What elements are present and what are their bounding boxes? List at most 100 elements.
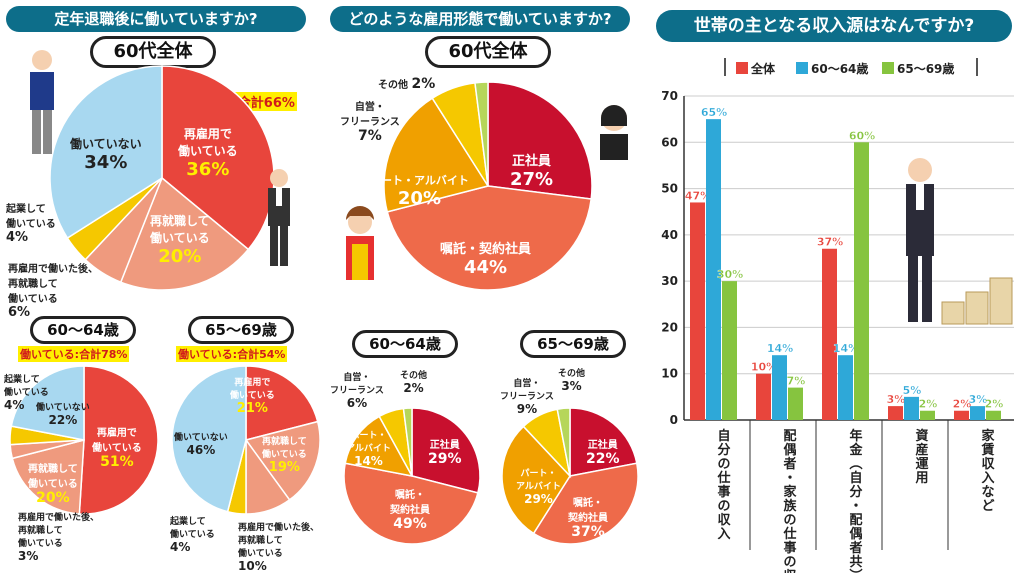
sub1-label-rehired-then: 再雇用で働いた後、 再就職して 働いている 3% <box>18 513 100 563</box>
category-label-char: の <box>717 499 730 514</box>
pie-slice <box>402 407 413 477</box>
p2s2-label-part: パート・ アルバイト 29% <box>516 469 561 506</box>
bar <box>888 406 903 420</box>
category-label-char: 運 <box>915 457 928 472</box>
pie-slice <box>171 365 247 513</box>
pie-slice <box>532 462 639 545</box>
pie-slice <box>386 185 593 291</box>
category-label-char: ︵ <box>848 457 862 472</box>
category-label-char: 収 <box>783 569 797 573</box>
category-label-char: 事 <box>783 540 796 556</box>
panel2-sub1-title: 60〜64歳 <box>352 330 458 358</box>
y-tick-label: 0 <box>670 413 678 427</box>
bar <box>722 281 737 420</box>
data-label: 60% <box>849 129 875 142</box>
pie-slice <box>383 97 490 213</box>
pie-employment-type-65-69 <box>501 407 639 545</box>
category-label-char: 資 <box>915 428 928 444</box>
pie-slice <box>411 407 481 494</box>
panel1-header: 定年退職後に働いていますか? <box>6 6 306 32</box>
panel1-sub1-highlight: 働いている:合計78% <box>18 346 130 362</box>
pie-slice <box>49 65 163 240</box>
category-label-char: 自 <box>717 428 730 444</box>
category-label-char: 者 <box>782 456 796 472</box>
y-tick-label: 40 <box>661 228 678 242</box>
category-label-char: ︶ <box>848 568 862 573</box>
panel2-main-title: 60代全体 <box>425 36 551 68</box>
category-label-char: 仕 <box>716 470 730 486</box>
category-label-char: の <box>717 457 730 472</box>
label-not-working: 働いていない 34% <box>70 137 142 173</box>
legend-item-65-69: 65〜69歳 <box>882 60 954 77</box>
bar <box>904 396 919 420</box>
sub1-label-reemployed: 再就職して 働いている 20% <box>28 464 78 506</box>
p2s1-label-part: パート・ アルバイト 14% <box>346 431 391 468</box>
p2s1-label-regular: 正社員 29% <box>428 440 462 467</box>
bar <box>690 202 705 420</box>
sub2-label-reemployed: 再就職して 働いている 19% <box>262 437 307 475</box>
bar <box>756 373 771 420</box>
y-tick-label: 50 <box>661 182 678 196</box>
panel2-sub2-title: 65〜69歳 <box>520 330 626 358</box>
category-label-char: ど <box>981 499 994 514</box>
legend: 全体 60〜64歳 65〜69歳 <box>724 58 978 76</box>
data-label: 14% <box>767 342 793 355</box>
bar <box>772 355 787 420</box>
businessman-illustration-icon <box>268 169 290 266</box>
p2-label-part: パート・アルバイト 20% <box>370 174 469 209</box>
sub1-label-rehired: 再雇用で 働いている 51% <box>92 428 142 470</box>
data-label: 7% <box>787 375 806 388</box>
panel1-sub2-title: 65〜69歳 <box>188 316 294 344</box>
data-label: 3% <box>887 393 906 406</box>
p2-label-regular: 正社員 27% <box>510 154 554 190</box>
category-label-char: 自 <box>849 470 862 486</box>
money-stacks-icon <box>941 277 1013 325</box>
businesswoman-illustration-icon <box>600 105 628 160</box>
category-label-char: 配 <box>783 429 796 444</box>
p2s2-label-free: 自営・ フリーランス 9% <box>500 379 554 416</box>
pie-slice <box>344 415 414 478</box>
bar <box>986 410 1001 420</box>
pie-slice <box>161 65 275 251</box>
p2s2-label-other: その他 3% <box>558 369 586 393</box>
y-tick-label: 10 <box>661 367 678 381</box>
pie-slice <box>487 81 593 200</box>
sub2-label-startup: 起業して 働いている 4% <box>170 517 215 554</box>
businessman-thinking-illustration-icon <box>906 158 934 322</box>
label-startup: 起業して 働いている 4% <box>6 204 56 245</box>
category-label-char: の <box>783 555 796 570</box>
category-label-char: 収 <box>717 513 731 528</box>
sub1-label-startup: 起業して 働いている 4% <box>4 375 49 412</box>
pie-working-status-60s <box>49 65 275 291</box>
p2-label-other: その他 2% <box>378 76 436 92</box>
category-label-char: 賃 <box>980 442 994 458</box>
bar <box>954 410 969 420</box>
category-label-char: な <box>981 485 994 500</box>
bar <box>706 119 721 420</box>
bar <box>920 410 935 420</box>
category-label-char: 者 <box>848 540 862 556</box>
sub2-label-not-working: 働いていない 46% <box>174 433 228 457</box>
woman-apron-illustration-icon <box>346 206 374 280</box>
category-label-char: の <box>783 513 796 528</box>
category-label-char: 収 <box>981 457 995 472</box>
pie-slice <box>569 407 638 477</box>
p2s2-label-regular: 正社員 22% <box>586 440 620 467</box>
panel3-header: 世帯の主となる収入源はなんですか? <box>656 10 1012 42</box>
y-tick-label: 60 <box>661 135 678 149</box>
panel2-header: どのような雇用形態で働いていますか? <box>330 6 630 32</box>
category-label-char: 配 <box>849 513 862 528</box>
data-label: 47% <box>685 189 711 202</box>
legend-item-60-64: 60〜64歳 <box>796 60 868 77</box>
pie-slice <box>244 420 321 501</box>
data-label: 2% <box>953 398 972 411</box>
y-tick-label: 20 <box>661 320 678 334</box>
pie-employment-type-60-64 <box>343 407 481 545</box>
category-label-char: 仕 <box>782 526 796 542</box>
pie-slice <box>245 365 319 441</box>
p2s1-label-other: その他 2% <box>400 371 428 395</box>
p2s1-label-contract: 嘱託・ 契約社員 49% <box>390 490 430 532</box>
category-label-char: 産 <box>915 442 928 458</box>
category-label-char: 共 <box>849 554 862 570</box>
data-label: 3% <box>969 393 988 406</box>
